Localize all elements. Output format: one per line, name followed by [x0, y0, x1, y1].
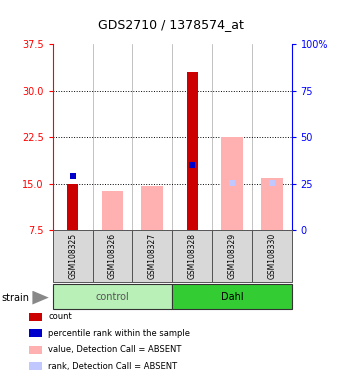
Bar: [172, 284, 292, 309]
Bar: [261, 178, 283, 230]
Text: GSM108330: GSM108330: [267, 233, 276, 280]
Text: GSM108328: GSM108328: [188, 233, 197, 279]
Text: GSM108325: GSM108325: [68, 233, 77, 280]
Text: GSM108329: GSM108329: [227, 233, 236, 280]
Text: rank, Detection Call = ABSENT: rank, Detection Call = ABSENT: [48, 362, 177, 371]
Bar: [172, 230, 212, 282]
Polygon shape: [32, 291, 49, 305]
Text: control: control: [96, 291, 129, 302]
Text: count: count: [48, 312, 72, 321]
Bar: [53, 284, 172, 309]
Bar: [252, 230, 292, 282]
Text: GSM108327: GSM108327: [148, 233, 157, 280]
Bar: [212, 230, 252, 282]
Text: percentile rank within the sample: percentile rank within the sample: [48, 329, 190, 338]
Text: GDS2710 / 1378574_at: GDS2710 / 1378574_at: [98, 18, 243, 31]
Text: value, Detection Call = ABSENT: value, Detection Call = ABSENT: [48, 345, 181, 354]
Text: strain: strain: [2, 293, 30, 303]
Bar: [187, 72, 198, 230]
Bar: [132, 230, 172, 282]
Bar: [221, 137, 243, 230]
Text: GSM108326: GSM108326: [108, 233, 117, 280]
Bar: [102, 191, 123, 230]
Text: Dahl: Dahl: [221, 291, 243, 302]
Bar: [53, 230, 93, 282]
Bar: [93, 230, 132, 282]
Bar: [67, 184, 78, 230]
Bar: [142, 186, 163, 230]
